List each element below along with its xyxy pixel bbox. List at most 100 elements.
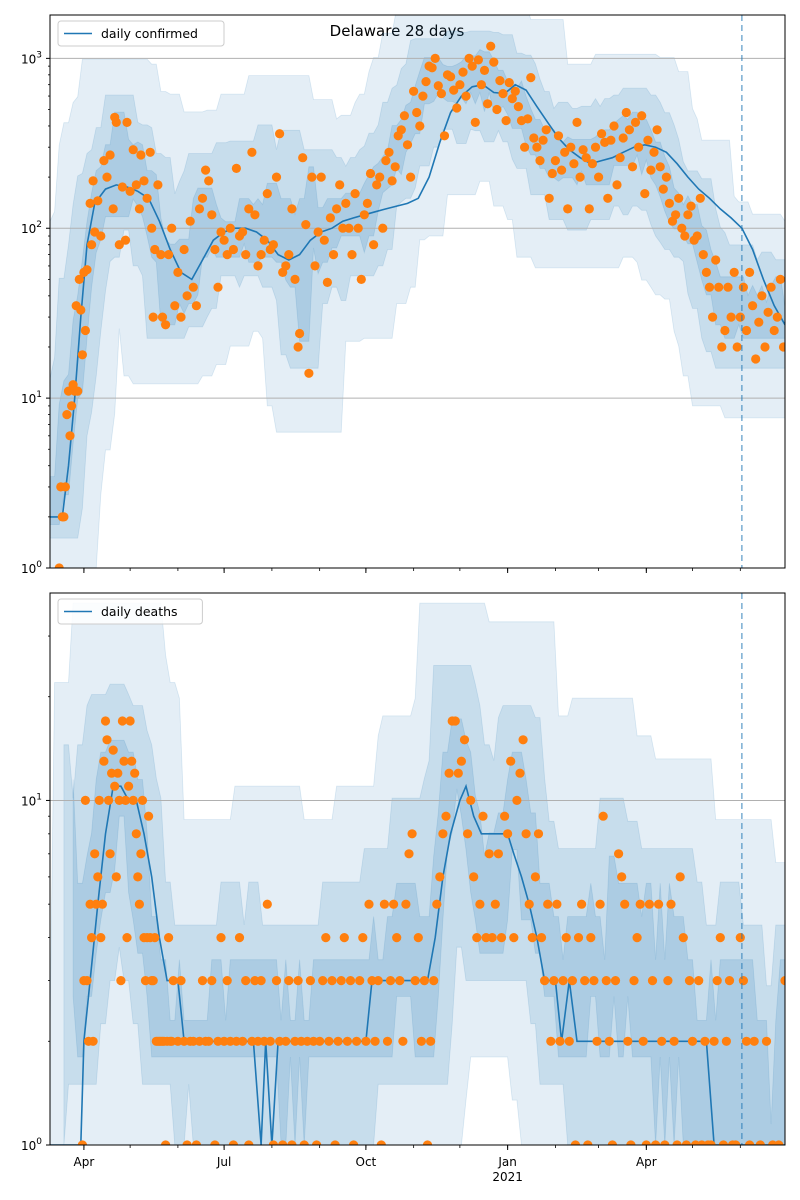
data-point <box>515 768 525 778</box>
data-point <box>589 976 599 986</box>
data-point <box>312 1140 322 1145</box>
data-point <box>587 159 598 169</box>
data-point <box>615 153 625 163</box>
data-point <box>510 86 520 96</box>
data-point <box>535 156 545 166</box>
data-point <box>122 933 132 943</box>
data-point <box>419 976 429 986</box>
data-point <box>345 976 356 986</box>
plot-area <box>50 15 785 568</box>
data-point <box>281 1036 291 1046</box>
data-point <box>111 117 121 127</box>
data-point <box>643 135 653 145</box>
data-point <box>389 899 399 909</box>
data-point <box>65 431 75 441</box>
data-point <box>241 250 251 260</box>
data-point <box>370 1036 380 1046</box>
data-point <box>469 872 479 882</box>
data-point <box>735 933 745 943</box>
data-point <box>228 244 238 255</box>
data-point <box>327 976 337 986</box>
data-point <box>612 180 622 190</box>
data-point <box>652 125 662 135</box>
data-point <box>466 795 476 806</box>
data-point <box>731 1140 741 1145</box>
data-point <box>564 1036 574 1046</box>
data-point <box>644 899 655 909</box>
data-point <box>385 976 396 986</box>
data-point <box>404 849 414 859</box>
data-point <box>427 63 437 73</box>
data-point <box>698 250 708 260</box>
data-point <box>298 153 308 163</box>
uncertainty-band-1 <box>50 602 785 1145</box>
data-point <box>681 1140 691 1145</box>
data-point <box>355 976 365 986</box>
data-point <box>435 872 445 882</box>
data-point <box>489 57 499 67</box>
data-point <box>724 976 735 986</box>
data-point <box>62 410 72 420</box>
data-point <box>780 976 785 986</box>
data-point <box>222 250 232 260</box>
data-point <box>365 168 376 179</box>
data-point <box>133 872 143 882</box>
data-point <box>60 482 70 492</box>
data-point <box>350 189 360 199</box>
data-point <box>745 1140 755 1145</box>
data-point <box>774 1140 784 1145</box>
data-point <box>660 1140 670 1145</box>
data-point <box>76 305 86 315</box>
data-point <box>253 261 263 271</box>
data-point <box>677 223 687 233</box>
data-point <box>185 216 195 226</box>
data-point <box>110 781 120 791</box>
data-point <box>446 72 456 82</box>
data-point <box>88 176 98 186</box>
data-point <box>225 223 235 233</box>
data-point <box>597 129 607 139</box>
uncertainty-band-2 <box>63 665 785 1145</box>
data-point <box>463 829 473 839</box>
data-point <box>590 142 601 152</box>
data-point <box>125 716 135 726</box>
data-point <box>546 1036 556 1046</box>
data-point <box>533 829 544 839</box>
data-point <box>356 274 366 284</box>
data-point <box>607 1140 617 1145</box>
data-point <box>164 933 174 943</box>
data-point <box>741 1036 752 1046</box>
data-point <box>569 159 579 169</box>
data-point <box>751 354 761 364</box>
data-point <box>540 976 550 986</box>
data-point <box>364 899 374 909</box>
data-point <box>675 872 685 882</box>
data-point <box>509 933 519 943</box>
data-point <box>290 274 300 284</box>
data-point <box>609 121 619 131</box>
data-point <box>646 165 656 175</box>
data-point <box>450 716 460 726</box>
data-point <box>244 1140 254 1145</box>
data-point <box>182 291 192 301</box>
data-point <box>706 1140 716 1145</box>
data-point <box>256 976 266 986</box>
data-point <box>358 933 368 943</box>
data-point <box>207 210 217 220</box>
data-point <box>669 1036 679 1046</box>
data-point <box>527 933 537 943</box>
data-point <box>244 204 254 214</box>
y-tick-label: 101 <box>21 390 42 406</box>
data-point <box>526 73 536 83</box>
data-point <box>726 312 736 322</box>
data-point <box>458 67 468 77</box>
uncertainty-band-2 <box>50 30 785 539</box>
x-year-label: 2021 <box>492 1170 523 1184</box>
data-point <box>382 1036 393 1046</box>
data-point <box>137 795 148 806</box>
data-point <box>708 312 718 322</box>
data-point <box>99 756 109 766</box>
data-point <box>369 240 379 250</box>
estimate-line <box>50 83 785 518</box>
data-point <box>426 1036 436 1046</box>
